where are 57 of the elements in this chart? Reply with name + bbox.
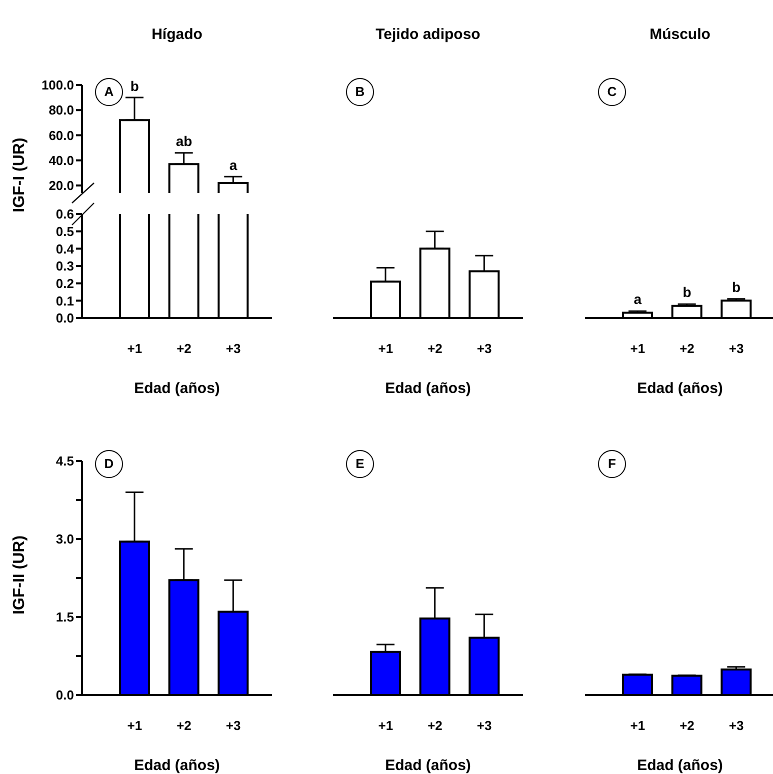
x-tick-label: +3	[728, 718, 744, 734]
y-tick-label: 0.3	[56, 258, 74, 274]
chart-title: Músculo	[648, 26, 712, 43]
y-axis-title: IGF-I (UR)	[10, 136, 29, 214]
y-tick-label: 100.0	[41, 78, 74, 93]
y-tick-label: 80.0	[48, 102, 74, 118]
x-tick-label: +1	[127, 341, 142, 356]
y-tick-label: 40.0	[48, 152, 74, 168]
x-tick-label: +1	[127, 718, 142, 734]
x-axis-title: Edad (años)	[636, 757, 724, 774]
y-tick-label: 0.2	[56, 276, 74, 291]
text: C	[606, 84, 618, 100]
y-tick-label: 60.0	[48, 128, 74, 143]
annotation: F	[607, 456, 617, 472]
y-tick-label: 0.5	[56, 224, 74, 239]
x-tick-label: +2	[176, 718, 192, 734]
x-axis-title: Edad (años)	[384, 380, 472, 397]
x-axis-title: Edad (años)	[384, 757, 472, 774]
x-axis-title: Edad (años)	[636, 380, 724, 397]
annotation: a	[632, 291, 643, 308]
annotation: D	[103, 456, 115, 472]
x-axis-title: Edad (años)	[133, 757, 221, 774]
y-tick-label: 20.0	[48, 178, 74, 194]
chart-title: Hígado	[150, 26, 204, 43]
x-tick-label: +3	[476, 718, 492, 734]
annotation: A	[103, 84, 115, 100]
y-tick-label: 0.0	[56, 688, 74, 703]
x-tick-label: +3	[728, 341, 744, 356]
y-tick-label: 0.1	[56, 293, 74, 308]
annotation: b	[731, 278, 742, 295]
x-tick-label: +2	[680, 341, 694, 356]
annotation: a	[228, 156, 238, 173]
text: B	[354, 84, 366, 100]
x-tick-label: +2	[428, 341, 442, 356]
x-tick-label: +2	[680, 718, 694, 734]
annotation: b	[682, 284, 692, 300]
x-tick-label: +3	[226, 718, 241, 734]
x-tick-label: +2	[176, 341, 192, 356]
chart-title: Tejido adiposo	[374, 26, 482, 43]
x-tick-label: +1	[630, 341, 646, 356]
x-tick-label: +3	[476, 341, 492, 356]
annotation: E	[354, 456, 366, 472]
y-tick-label: 3.0	[56, 532, 74, 547]
y-tick-label: 4.5	[56, 454, 74, 469]
y-tick-label: 0.6	[56, 206, 74, 222]
y-tick-label: 1.5	[56, 610, 74, 625]
x-tick-label: +1	[378, 718, 394, 734]
y-axis-title: IGF-II (UR)	[10, 534, 29, 617]
y-tick-label: 0.0	[56, 310, 74, 326]
x-tick-label: +3	[226, 341, 241, 356]
x-tick-label: +1	[378, 341, 394, 356]
x-axis-title: Edad (años)	[133, 380, 221, 397]
annotation: b	[130, 78, 139, 94]
y-tick-label: 0.4	[56, 241, 75, 256]
x-tick-label: +2	[428, 718, 442, 734]
x-tick-label: +1	[630, 718, 646, 734]
annotation: ab	[174, 132, 194, 149]
